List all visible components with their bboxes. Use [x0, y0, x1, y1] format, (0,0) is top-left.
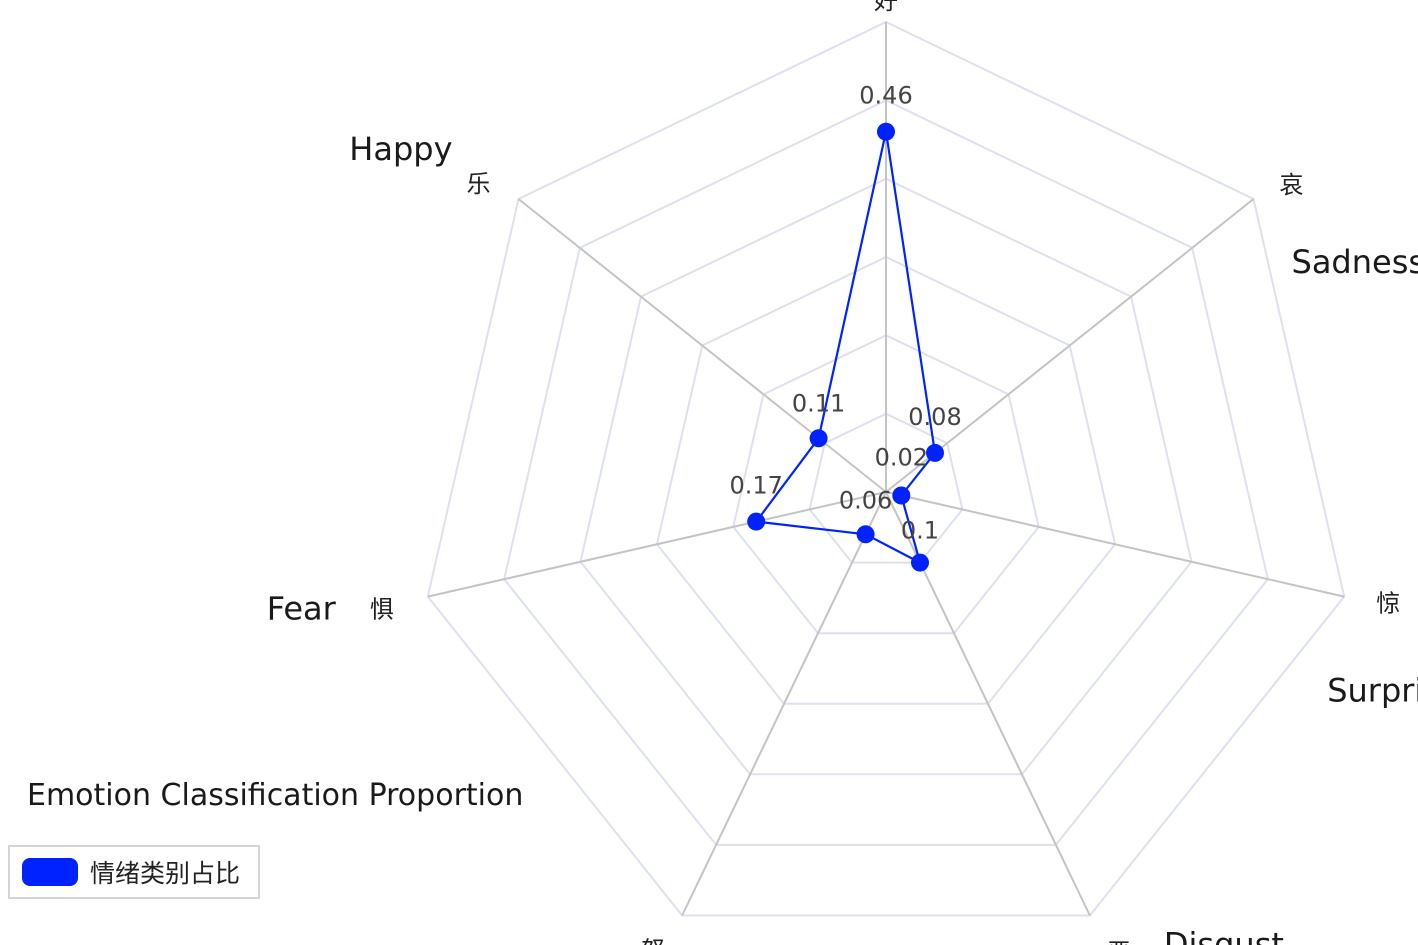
- grid-ring: [808, 412, 964, 564]
- axis-label-cn: 惧: [370, 596, 394, 624]
- axis-label-cn: 恶: [1107, 939, 1131, 945]
- grid-ring: [426, 20, 1346, 917]
- value-label: 0.11: [792, 389, 845, 417]
- grid-ring: [732, 334, 1040, 635]
- grid-ring: [503, 99, 1269, 846]
- data-point: [809, 429, 828, 448]
- axis-label-cn: 乐: [467, 170, 491, 198]
- data-point: [747, 512, 766, 531]
- value-label: 0.1: [901, 517, 939, 545]
- data-point: [926, 443, 944, 462]
- data-point: [892, 486, 911, 505]
- axis-line: [517, 198, 887, 493]
- axis-label-en: Sadness: [1292, 243, 1418, 281]
- legend[interactable]: 情绪类别占比: [8, 845, 260, 899]
- axis-line: [427, 491, 887, 598]
- data-point: [911, 553, 929, 572]
- value-label: 0.46: [859, 82, 912, 110]
- axis-labels: 好Good哀Sadness惊Surprise恶Disgust怒Anger惧Fea…: [267, 0, 1418, 945]
- axis-label-cn: 惊: [1376, 590, 1400, 618]
- data-point: [856, 525, 875, 544]
- value-label: 0.02: [875, 444, 928, 472]
- axis-label-en: Fear: [267, 590, 337, 628]
- axis-label-en: Disgust: [1164, 926, 1284, 945]
- legend-swatch: [22, 858, 78, 886]
- chart-caption: Emotion Classification Proportion: [27, 778, 524, 813]
- axis-label-cn: 好: [874, 0, 898, 15]
- value-label: 0.06: [839, 486, 892, 514]
- grid-ring: [655, 255, 1117, 705]
- radar-axes: [427, 22, 1345, 916]
- axis-line: [885, 198, 1255, 493]
- axis-label-cn: 哀: [1280, 171, 1304, 199]
- grid-ring: [579, 177, 1193, 776]
- axis-label-cn: 怒: [641, 937, 665, 945]
- series-line: [755, 130, 937, 564]
- value-label: 0.17: [729, 472, 782, 500]
- data-point: [877, 122, 895, 141]
- value-label: 0.08: [908, 403, 961, 431]
- axis-label-en: Surprise: [1327, 672, 1418, 710]
- legend-label: 情绪类别占比: [90, 859, 241, 888]
- radar-grid: [426, 20, 1346, 917]
- axis-line: [885, 491, 1345, 598]
- axis-line: [681, 491, 887, 916]
- radar-series: 0.46 0.08 0.02 0.1 0.06 0.17 0.11: [729, 82, 962, 572]
- axis-label-en: Happy: [349, 130, 452, 168]
